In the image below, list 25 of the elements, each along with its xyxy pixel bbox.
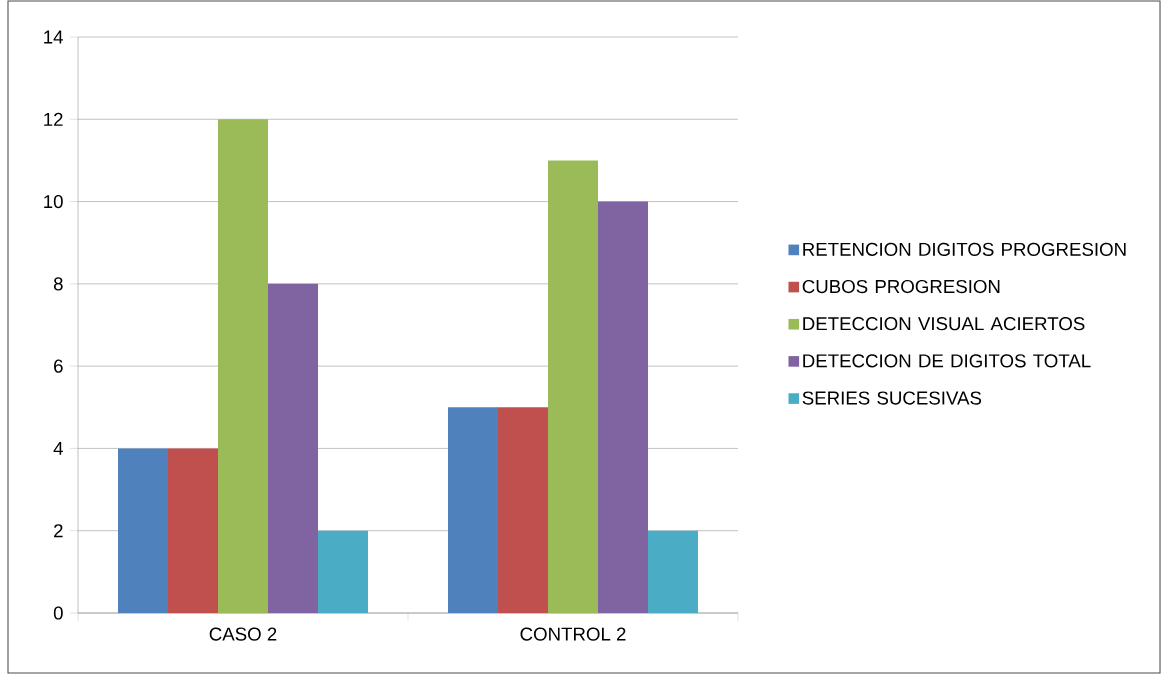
bar bbox=[318, 530, 369, 613]
legend-label: RETENCION DIGITOS PROGRESION bbox=[803, 242, 1126, 256]
y-tick-label: 6 bbox=[54, 359, 63, 373]
y-tick-label: 8 bbox=[53, 277, 63, 291]
legend-label: DETECCION DE DIGITOS TOTAL bbox=[803, 354, 1091, 368]
bar bbox=[268, 283, 319, 613]
legend-label: DETECCION VISUAL ACIERTOS bbox=[803, 317, 1085, 331]
y-tick-label: 4 bbox=[53, 442, 63, 455]
y-tick-label: 2 bbox=[54, 524, 63, 538]
y-tick-label: 12 bbox=[44, 112, 63, 126]
bar bbox=[218, 119, 268, 613]
y-tick-label: 0 bbox=[53, 606, 63, 620]
bar bbox=[118, 448, 168, 613]
bar bbox=[168, 448, 218, 613]
bar bbox=[598, 201, 649, 613]
y-tick-label: 14 bbox=[44, 30, 63, 44]
bar bbox=[648, 530, 699, 613]
legend-label: CUBOS PROGRESION bbox=[802, 279, 1000, 294]
bar bbox=[548, 160, 599, 613]
y-tick-label: 10 bbox=[44, 194, 63, 209]
bar bbox=[448, 407, 499, 613]
x-tick-label: CASO 2 bbox=[209, 627, 277, 641]
x-tick-label: CONTROL 2 bbox=[520, 627, 626, 641]
bar bbox=[498, 407, 549, 613]
legend-label: SERIES SUCESIVAS bbox=[802, 391, 982, 405]
